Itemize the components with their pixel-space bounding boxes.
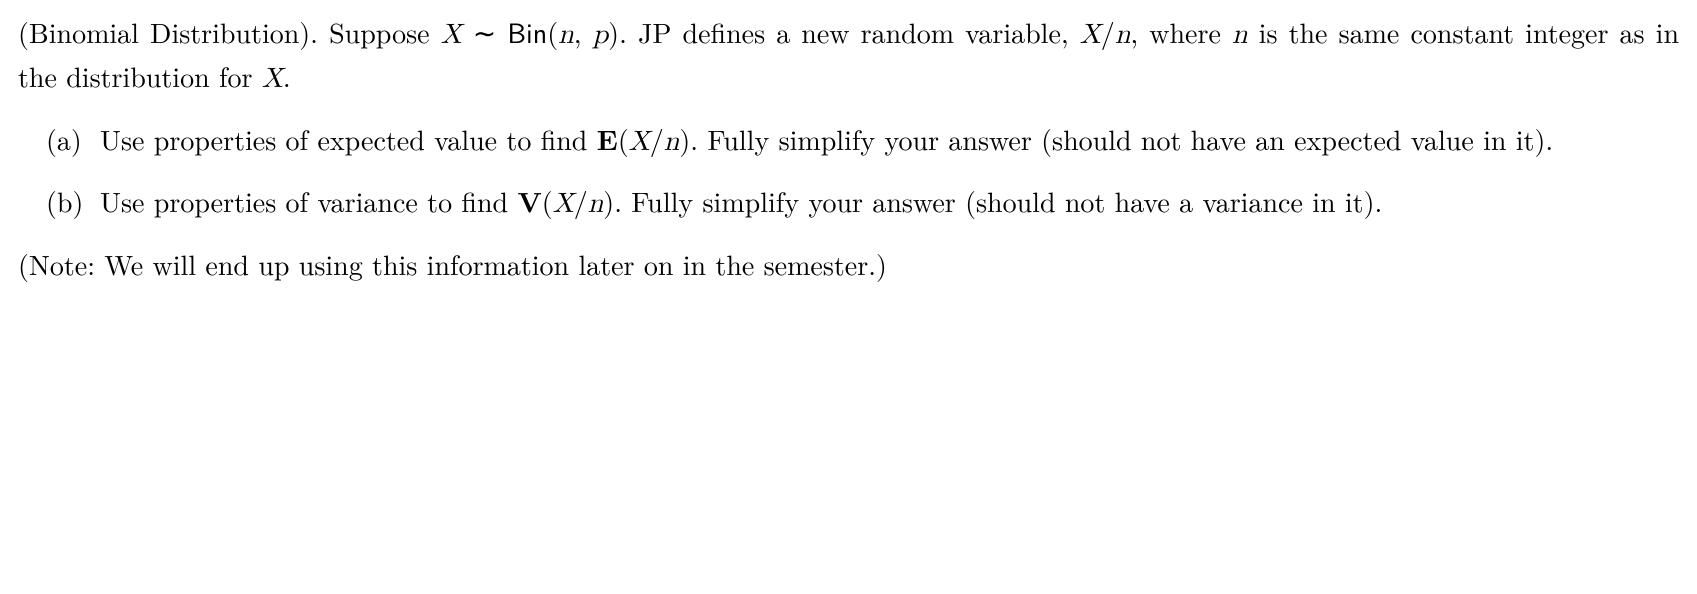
dist-bin: Bin xyxy=(507,11,547,52)
period: . xyxy=(283,56,291,96)
item-body-b: Use properties of variance to find V(X/n… xyxy=(100,181,1679,225)
problem-intro: (Binomial Distribution). Suppose X ∼ Bin… xyxy=(18,12,1679,99)
var-X: X xyxy=(629,128,650,156)
paren-close: ) xyxy=(608,12,619,52)
paren-open: ( xyxy=(618,119,629,159)
var-n-3: n xyxy=(1232,21,1248,49)
item-label-b: (b) xyxy=(46,181,100,225)
op-V: V xyxy=(517,181,541,221)
var-n-2: n xyxy=(1115,21,1131,49)
slash: / xyxy=(1101,12,1115,52)
slash: / xyxy=(574,181,588,221)
var-X: X xyxy=(441,21,462,49)
item-a-text2: . Fully simplify your answer (should not… xyxy=(690,119,1553,159)
var-n: n xyxy=(558,21,574,49)
var-n: n xyxy=(588,190,604,218)
paren-open: ( xyxy=(547,12,558,52)
list-item: (a) Use properties of expected value to … xyxy=(18,119,1679,163)
op-E: E xyxy=(597,119,618,159)
var-X: X xyxy=(553,190,574,218)
intro-mid2: , where xyxy=(1130,12,1232,52)
tilde: ∼ xyxy=(462,12,508,52)
var-X-3: X xyxy=(262,65,283,93)
intro-mid1: . JP defines a new random variable, xyxy=(619,12,1080,52)
var-p: p xyxy=(593,21,609,49)
paren-close: ) xyxy=(679,119,690,159)
list-item: (b) Use properties of variance to find V… xyxy=(18,181,1679,225)
item-b-text2: . Fully simplify your answer (should not… xyxy=(614,181,1382,221)
item-label-a: (a) xyxy=(46,119,100,163)
subpart-list: (a) Use properties of expected value to … xyxy=(18,119,1679,224)
slash: / xyxy=(650,119,664,159)
item-body-a: Use properties of expected value to find… xyxy=(100,119,1679,163)
paren-open: ( xyxy=(542,181,553,221)
var-X-2: X xyxy=(1080,21,1101,49)
item-a-text1: Use properties of expected value to find xyxy=(100,119,597,159)
comma: , xyxy=(574,12,593,52)
closing-note: (Note: We will end up using this informa… xyxy=(18,244,1679,285)
var-n: n xyxy=(664,128,680,156)
paren-close: ) xyxy=(603,181,614,221)
item-b-text1: Use properties of variance to find xyxy=(100,181,517,221)
intro-text: (Binomial Distribution). Suppose xyxy=(18,12,441,52)
